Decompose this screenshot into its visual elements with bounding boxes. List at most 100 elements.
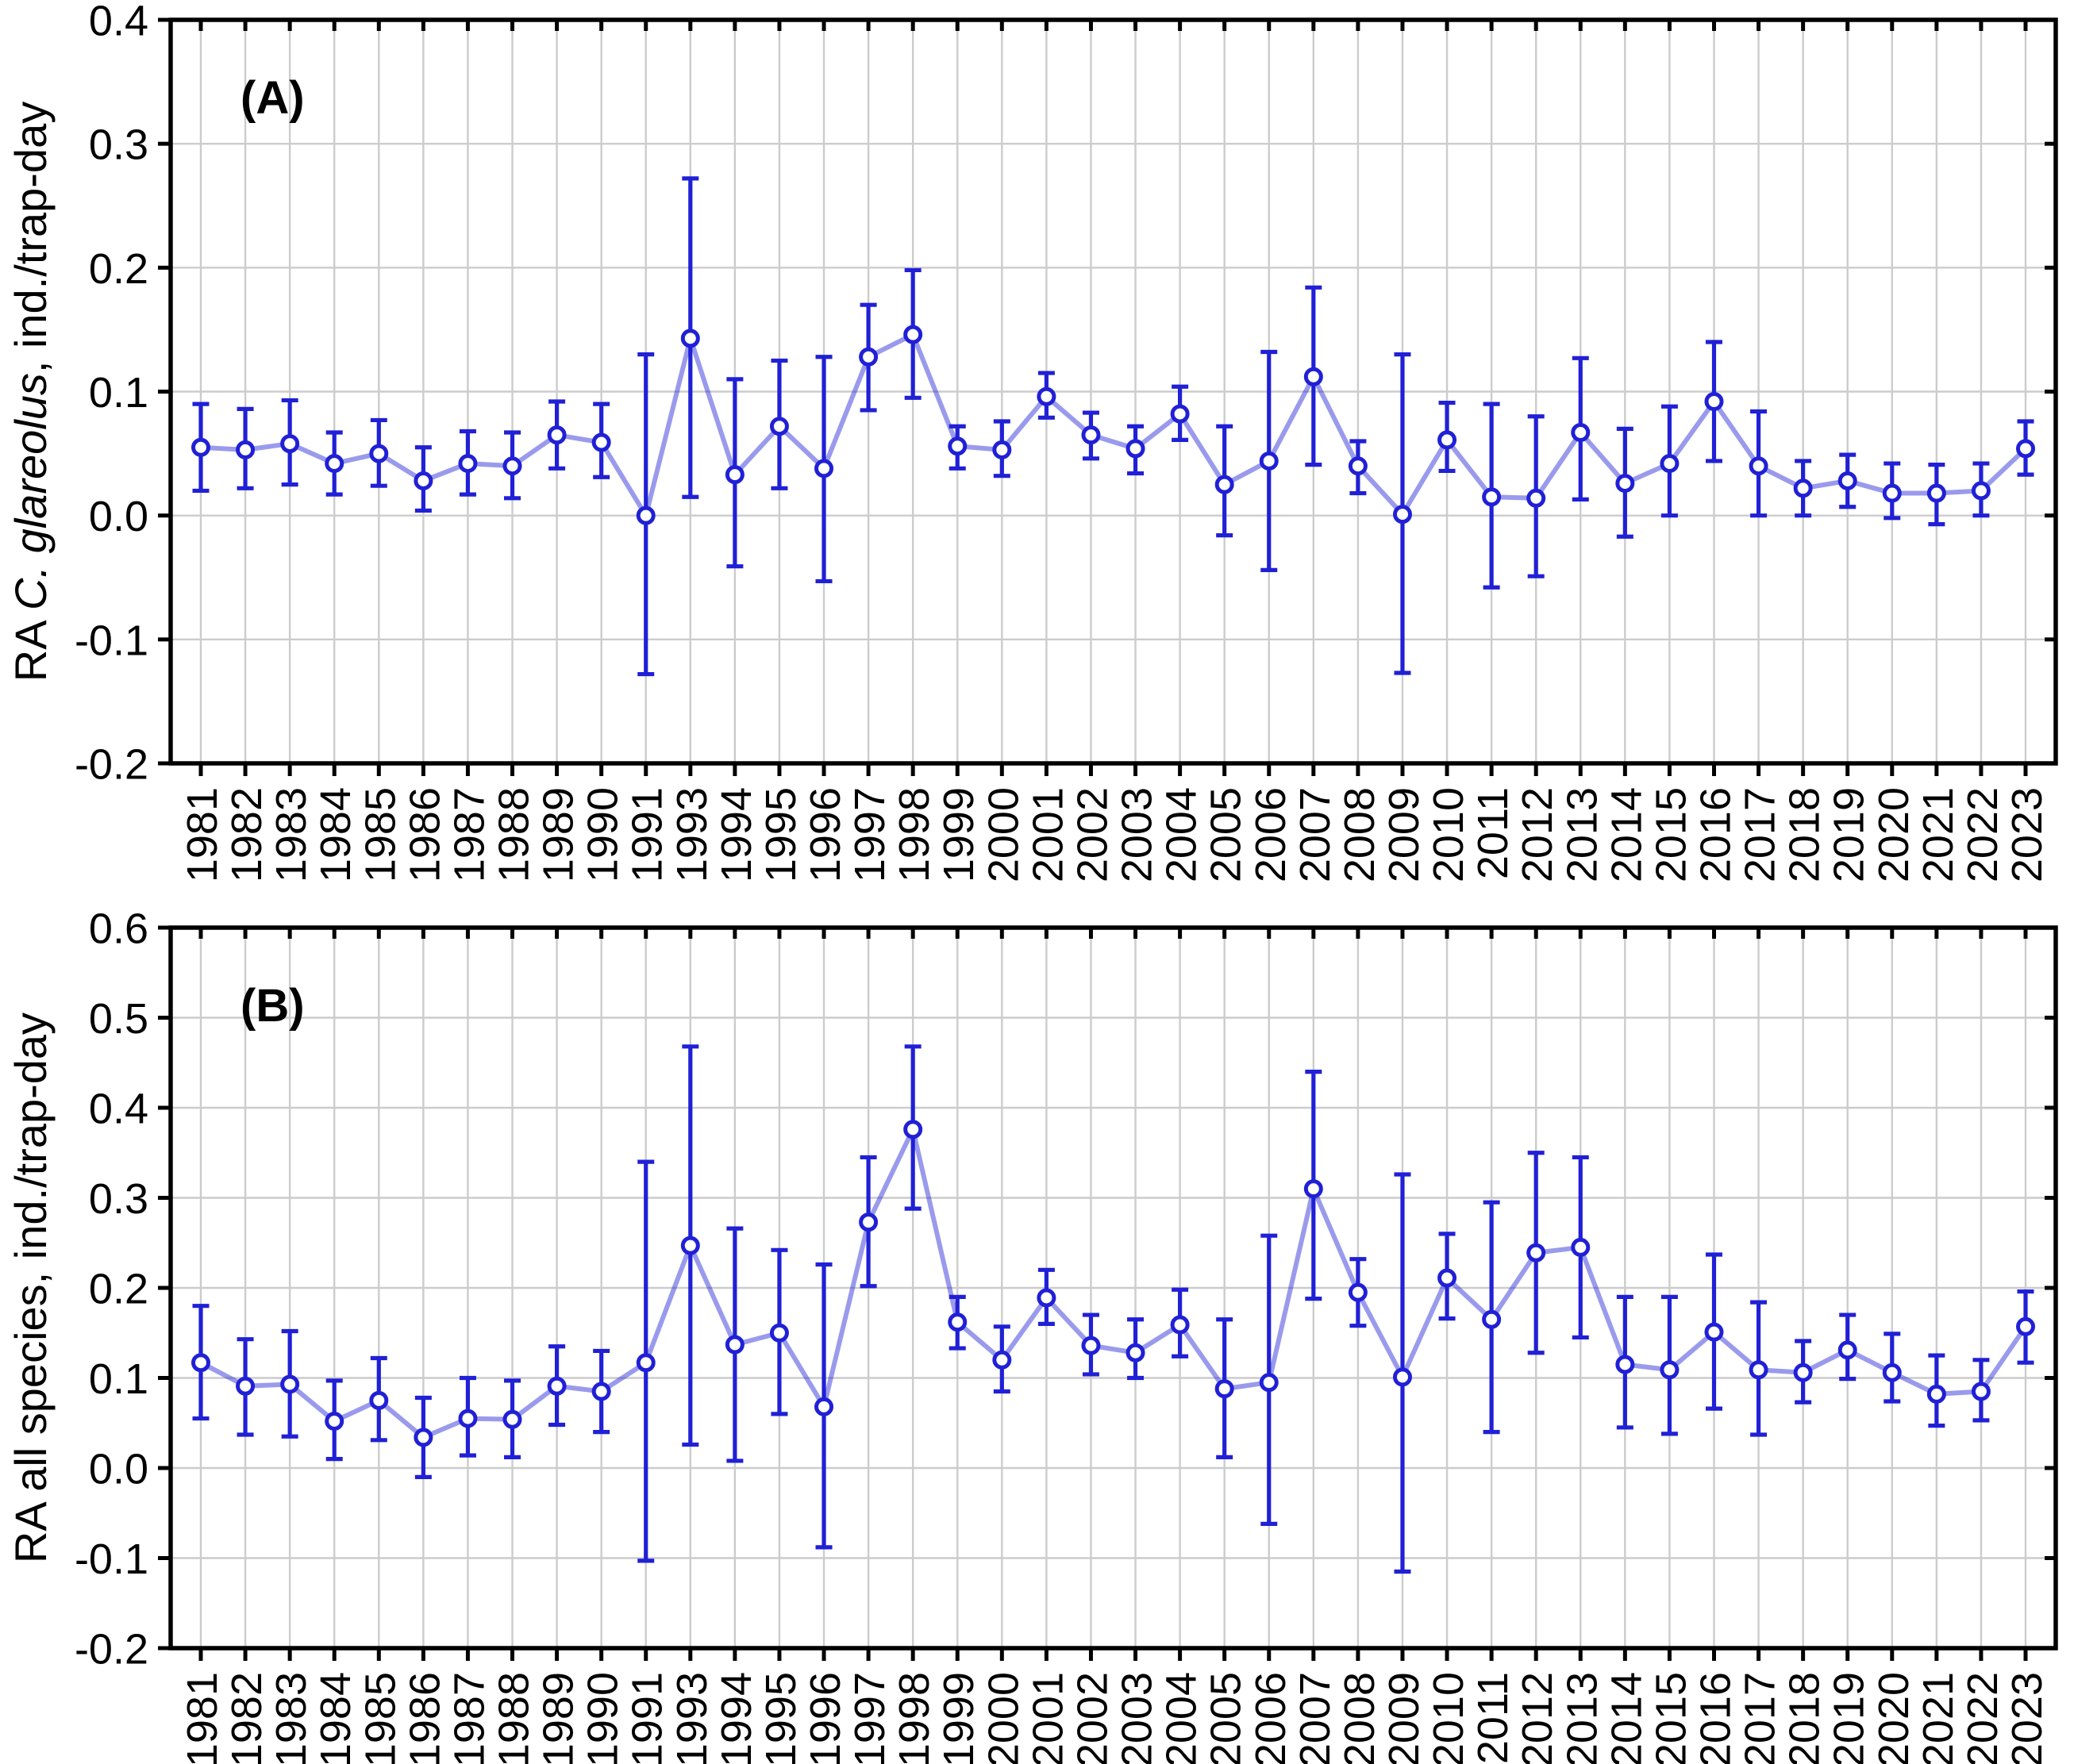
data-point-2018 (1793, 478, 1813, 498)
y-tick-label: -0.1 (75, 617, 148, 664)
data-point-1981 (191, 437, 210, 457)
y-tick-label: 0.5 (89, 995, 148, 1043)
data-point-2020 (1882, 1362, 1902, 1382)
data-point-2023 (2016, 1316, 2035, 1336)
y-tick-label: -0.2 (75, 1625, 148, 1673)
y-tick-label: 0.4 (89, 0, 148, 44)
x-tick-label-2001: 2001 (1024, 787, 1072, 882)
x-tick-label-2001: 2001 (1024, 1672, 1072, 1764)
x-tick-label-2012: 2012 (1514, 1672, 1561, 1764)
x-tick-label-1984: 1984 (312, 787, 360, 882)
x-tick-label-1983: 1983 (267, 1672, 315, 1764)
x-tick-label-1994: 1994 (713, 1672, 760, 1764)
x-tick-label-1986: 1986 (401, 787, 448, 882)
x-tick-label-2011: 2011 (1469, 787, 1517, 879)
x-tick-label-1998: 1998 (891, 1672, 938, 1764)
x-tick-label-1981: 1981 (179, 787, 226, 882)
y-tick-label: 0.1 (89, 1355, 148, 1403)
data-point-2004 (1170, 404, 1190, 424)
x-tick-label-2008: 2008 (1336, 1672, 1383, 1764)
panel-label-A: (A) (240, 72, 305, 124)
x-tick-label-2013: 2013 (1558, 1672, 1606, 1764)
x-tick-label-2004: 2004 (1158, 787, 1206, 882)
x-tick-label-1983: 1983 (267, 787, 315, 882)
x-tick-label-2009: 2009 (1380, 1672, 1428, 1764)
data-point-1988 (502, 1409, 522, 1429)
x-tick-label-2005: 2005 (1202, 787, 1250, 882)
x-tick-label-2009: 2009 (1380, 787, 1428, 882)
data-point-1998 (903, 325, 923, 344)
data-point-2022 (1971, 481, 1991, 501)
panel-label-B: (B) (240, 980, 305, 1032)
data-point-1991 (636, 1353, 656, 1373)
data-point-1990 (591, 1382, 611, 1401)
data-point-2007 (1303, 367, 1323, 386)
x-tick-label-1985: 1985 (356, 1672, 404, 1764)
data-point-2023 (2016, 439, 2035, 459)
data-line-B (199, 1127, 2028, 1440)
data-point-2020 (1882, 483, 1902, 503)
data-point-1996 (814, 1397, 834, 1416)
x-tick-label-1990: 1990 (579, 1672, 627, 1764)
x-tick-label-2016: 2016 (1691, 787, 1739, 882)
x-tick-label-2017: 2017 (1737, 1672, 1784, 1764)
x-tick-label-1995: 1995 (757, 787, 805, 882)
x-tick-label-2020: 2020 (1870, 787, 1918, 882)
data-point-1993 (680, 1236, 700, 1255)
x-tick-label-2014: 2014 (1603, 787, 1650, 882)
data-point-2014 (1615, 1355, 1635, 1374)
x-tick-label-2015: 2015 (1647, 787, 1695, 882)
data-point-2002 (1081, 1335, 1101, 1355)
x-tick-label-2006: 2006 (1247, 1672, 1295, 1764)
x-tick-label-2022: 2022 (1959, 787, 2007, 882)
x-tick-label-1996: 1996 (802, 787, 849, 882)
x-tick-label-2023: 2023 (2003, 1672, 2051, 1764)
data-point-2000 (992, 1350, 1012, 1370)
x-tick-label-2015: 2015 (1647, 1672, 1695, 1764)
x-tick-label-2007: 2007 (1291, 787, 1339, 882)
x-tick-label-1995: 1995 (757, 1672, 805, 1764)
data-point-1983 (280, 434, 300, 454)
data-point-1990 (591, 432, 611, 452)
x-tick-label-1988: 1988 (491, 1672, 538, 1764)
y-tick-label: 0.0 (89, 493, 148, 540)
x-tick-label-1999: 1999 (935, 1672, 983, 1764)
data-point-2016 (1704, 391, 1724, 411)
data-point-2008 (1348, 1282, 1368, 1302)
data-point-1984 (325, 454, 344, 474)
data-point-1997 (859, 1213, 879, 1232)
data-point-2021 (1926, 1384, 1946, 1404)
x-tick-label-2018: 2018 (1781, 787, 1829, 882)
data-point-1997 (859, 347, 879, 367)
data-line-A (200, 332, 2028, 518)
data-point-1993 (680, 329, 700, 348)
x-tick-label-2019: 2019 (1826, 1672, 1873, 1764)
x-tick-label-2004: 2004 (1158, 1672, 1206, 1764)
data-point-1986 (414, 1428, 433, 1447)
y-axis-title-B: RA all species, ind./trap-day (6, 1013, 56, 1563)
data-point-1981 (191, 1353, 210, 1373)
data-point-1984 (325, 1411, 344, 1431)
data-point-2011 (1482, 1309, 1502, 1329)
data-point-2009 (1392, 1367, 1412, 1387)
x-tick-label-1987: 1987 (445, 787, 493, 882)
data-point-1994 (725, 1335, 745, 1355)
x-tick-label-2002: 2002 (1068, 1672, 1116, 1764)
data-point-1982 (236, 1376, 256, 1396)
data-point-1985 (369, 444, 389, 463)
x-tick-label-1989: 1989 (535, 787, 583, 882)
x-tick-label-2003: 2003 (1114, 787, 1161, 882)
x-tick-label-2011: 2011 (1469, 1672, 1517, 1764)
data-point-2019 (1837, 471, 1857, 490)
panel-B: 0.60.50.40.30.20.10.0-0.1-0.219811982198… (6, 905, 2058, 1764)
data-point-1985 (369, 1390, 389, 1410)
data-point-2009 (1392, 505, 1412, 525)
x-tick-label-2018: 2018 (1781, 1672, 1829, 1764)
data-point-1987 (458, 454, 478, 474)
x-tick-label-1982: 1982 (223, 787, 271, 882)
y-tick-label: 0.2 (89, 1265, 148, 1312)
data-point-2003 (1126, 1343, 1145, 1362)
data-point-1995 (769, 417, 789, 436)
